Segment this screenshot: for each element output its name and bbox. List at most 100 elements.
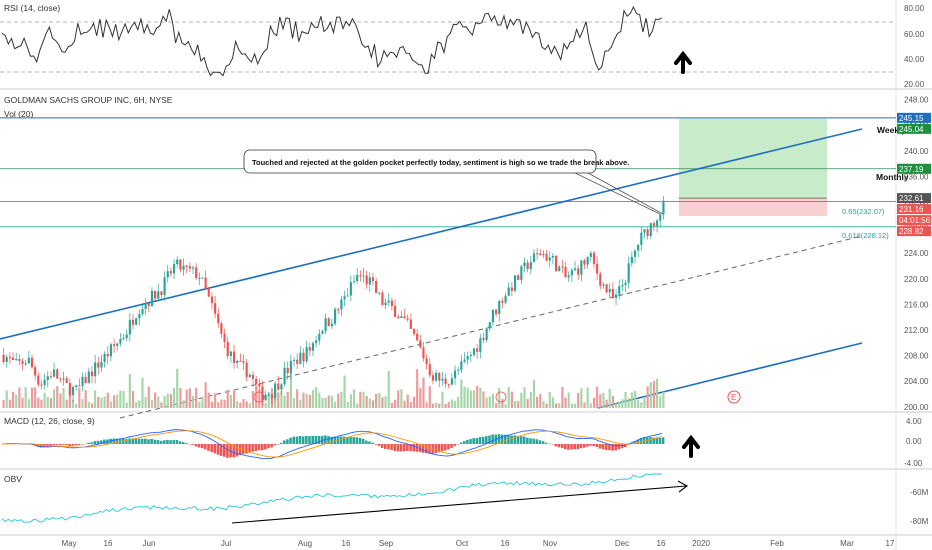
candle	[245, 362, 248, 377]
candle	[78, 385, 81, 387]
volume-bar	[491, 393, 495, 408]
candle	[11, 357, 15, 360]
macd-hist-bar	[292, 436, 296, 444]
candle	[479, 338, 482, 352]
candle	[469, 354, 472, 357]
candle	[340, 299, 343, 310]
volume-bar	[24, 387, 27, 408]
macd-hist-bar	[652, 437, 655, 444]
event-marker[interactable]: E	[727, 390, 741, 404]
candle	[375, 281, 378, 294]
macd-hist-bar	[450, 444, 453, 448]
volume-bar	[460, 379, 463, 408]
candle	[59, 378, 62, 380]
price-tag-label: 228.82	[899, 227, 924, 236]
volume-bar	[296, 389, 299, 408]
volume-bar	[245, 401, 248, 408]
macd-hist-bar	[497, 434, 501, 444]
macd-hist-bar	[611, 444, 614, 451]
volume-bar	[608, 388, 611, 408]
candle	[2, 354, 5, 362]
candle	[356, 275, 359, 282]
macd-hist-bar	[163, 440, 166, 444]
candle	[21, 360, 24, 364]
macd-hist-bar	[264, 444, 267, 450]
macd-hist-bar	[314, 436, 318, 444]
price-tick: 208.00	[904, 352, 929, 361]
candle	[169, 271, 172, 274]
time-tick: 16	[657, 539, 666, 548]
volume-bar	[504, 403, 507, 408]
macd-hist-bar	[406, 444, 409, 451]
candle	[659, 214, 662, 221]
candle	[53, 369, 56, 377]
macd-title: MACD (12, 26, close, 9)	[4, 416, 95, 426]
volume-bar	[324, 397, 327, 408]
volume-bar	[71, 399, 75, 408]
candle	[482, 338, 485, 341]
volume-bar	[567, 392, 570, 408]
candle	[536, 253, 539, 255]
candle	[217, 313, 220, 324]
price-tag	[897, 226, 931, 237]
svg-text:E: E	[731, 393, 736, 402]
macd-hist-bar	[352, 437, 355, 444]
volume-bar	[106, 392, 109, 408]
macd-hist-bar	[90, 442, 93, 444]
channel-mid-dashed-line	[119, 235, 863, 419]
time-axis[interactable]: May 16 Jun Jul Aug 16 Sep Oct 16 Nov Dec 16 2020 Feb M…	[61, 539, 895, 548]
volume-bar	[412, 396, 416, 408]
candle	[614, 294, 618, 298]
candle	[131, 319, 135, 325]
macd-hist-bar	[112, 438, 116, 444]
candle	[321, 331, 324, 334]
volume-bar	[166, 393, 169, 408]
candle	[71, 386, 75, 396]
volume-bar	[453, 400, 457, 408]
volume-bar	[87, 402, 90, 408]
candle	[381, 292, 384, 306]
channel-lower-line	[597, 342, 863, 409]
time-tick: May	[61, 539, 76, 548]
volume-bar	[116, 394, 119, 408]
macd-hist-bar	[68, 444, 71, 446]
macd-hist-bar	[393, 444, 397, 451]
volume-bar	[267, 392, 270, 408]
candle	[65, 378, 68, 383]
macd-hist-bar	[510, 435, 513, 444]
candle	[100, 361, 103, 368]
candle	[406, 318, 409, 320]
candle	[551, 255, 554, 258]
volume-bar	[444, 403, 447, 408]
macd-hist-bar	[77, 444, 81, 446]
volume-bar	[605, 399, 608, 408]
volume-bar	[327, 395, 330, 408]
candle	[267, 394, 270, 396]
volume-bar	[400, 389, 403, 408]
volume-bar	[349, 394, 352, 408]
macd-hist-bar	[216, 444, 220, 455]
volume-bar	[435, 402, 438, 408]
macd-hist-bar	[210, 444, 213, 453]
volume-bar	[68, 390, 71, 408]
volume-bar	[577, 392, 580, 408]
volume-bar	[466, 387, 469, 408]
volume-bar	[283, 395, 286, 408]
candle	[24, 363, 27, 365]
macd-hist-bar	[529, 438, 532, 444]
candle	[488, 322, 491, 329]
volume-bar	[586, 387, 589, 408]
candle	[643, 229, 646, 233]
annotation-callout[interactable]: Touched and rejected at the golden pocke…	[243, 149, 664, 215]
volume-bar	[592, 397, 596, 408]
candle	[558, 266, 561, 272]
candle	[438, 372, 441, 381]
macd-hist-bar	[570, 444, 573, 450]
time-tick: 16	[501, 539, 510, 548]
macd-hist-bar	[579, 444, 583, 449]
volume-bar	[179, 388, 182, 408]
macd-hist-bar	[295, 436, 299, 444]
volume-bar	[450, 399, 453, 408]
monthly-label: Monthly	[876, 172, 909, 182]
